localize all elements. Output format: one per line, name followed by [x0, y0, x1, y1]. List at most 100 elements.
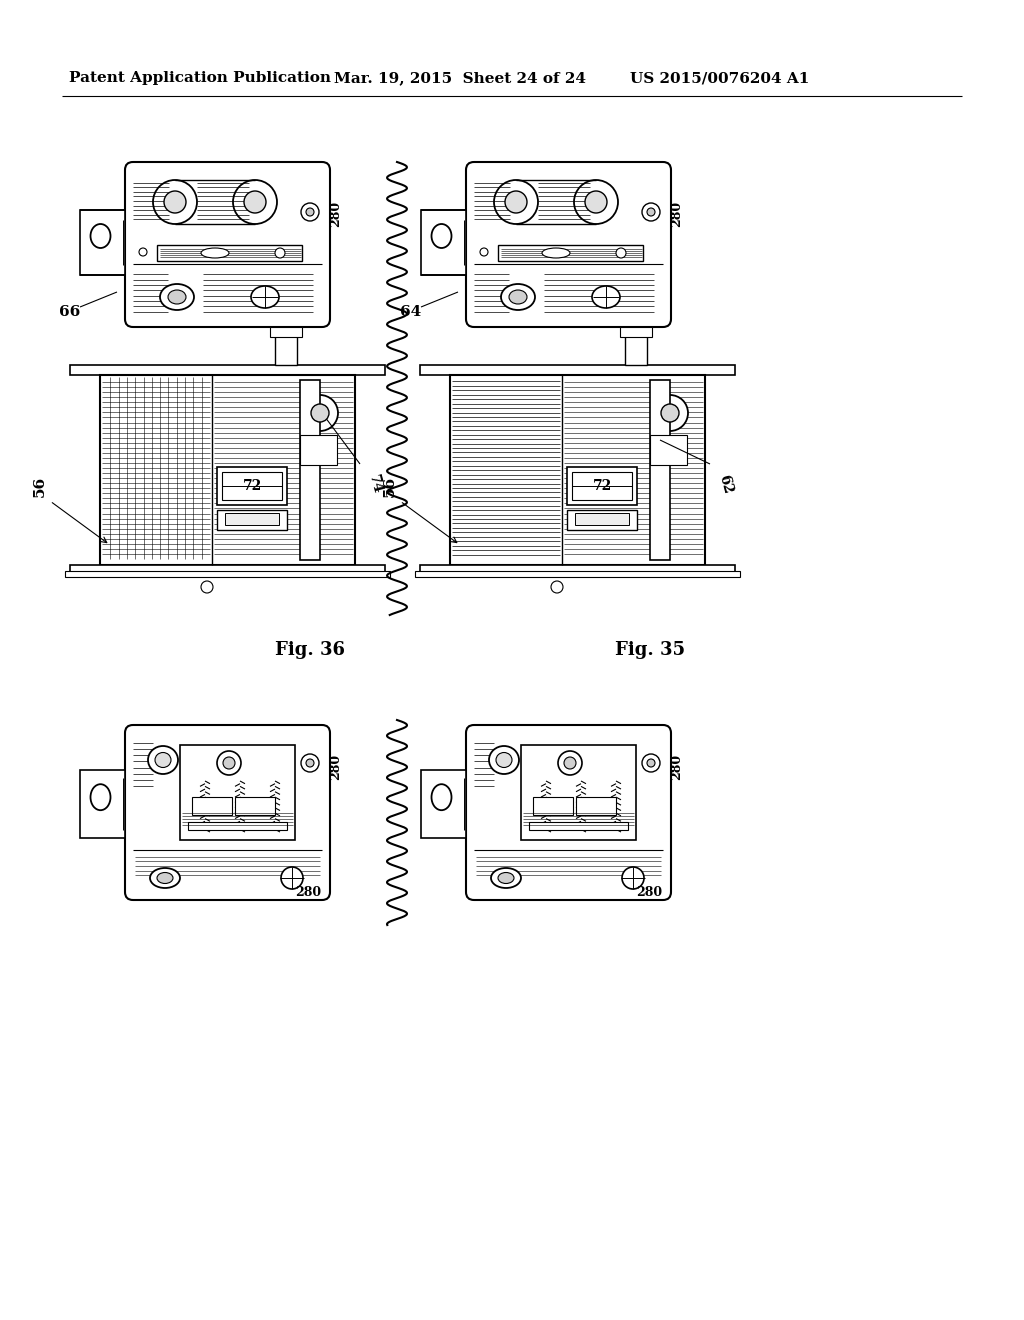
Ellipse shape [168, 290, 186, 304]
Circle shape [647, 209, 655, 216]
Polygon shape [650, 436, 687, 465]
Bar [421, 210, 466, 275]
Text: 72: 72 [592, 479, 611, 492]
Circle shape [233, 180, 278, 224]
Ellipse shape [489, 746, 519, 774]
Text: 56: 56 [383, 475, 397, 496]
Bar [572, 473, 632, 500]
Bar [175, 180, 255, 224]
Text: 280: 280 [671, 754, 683, 780]
Bar [498, 246, 643, 261]
Bar [625, 333, 647, 366]
Bar [300, 380, 319, 560]
Ellipse shape [90, 224, 111, 248]
FancyBboxPatch shape [125, 725, 330, 900]
Polygon shape [300, 436, 337, 465]
Circle shape [301, 754, 319, 772]
Bar [529, 822, 628, 830]
Text: Fig. 35: Fig. 35 [615, 642, 685, 659]
Circle shape [647, 759, 655, 767]
Ellipse shape [251, 286, 279, 308]
Bar [193, 797, 232, 814]
Bar [270, 327, 302, 337]
Text: 72: 72 [243, 479, 261, 492]
Text: Patent Application Publication: Patent Application Publication [69, 71, 331, 84]
Bar [575, 797, 616, 814]
Bar [222, 473, 282, 500]
Bar [234, 797, 275, 814]
Text: 280: 280 [636, 886, 663, 899]
Bar [415, 572, 740, 577]
Circle shape [574, 180, 618, 224]
Ellipse shape [150, 869, 180, 888]
Bar [188, 822, 287, 830]
Ellipse shape [201, 248, 229, 257]
Bar [575, 513, 629, 525]
Text: 62: 62 [716, 473, 734, 495]
Bar [420, 366, 735, 375]
Circle shape [164, 191, 186, 213]
Ellipse shape [431, 784, 452, 810]
Circle shape [551, 581, 563, 593]
Circle shape [494, 180, 538, 224]
Circle shape [642, 203, 660, 220]
Circle shape [301, 203, 319, 220]
Circle shape [652, 395, 688, 432]
Circle shape [616, 248, 626, 257]
Ellipse shape [157, 873, 173, 883]
Ellipse shape [498, 873, 514, 883]
Bar [650, 380, 670, 560]
Bar [534, 797, 573, 814]
Circle shape [480, 248, 488, 256]
Circle shape [217, 751, 241, 775]
Ellipse shape [542, 248, 570, 257]
Circle shape [275, 248, 285, 257]
Bar [217, 467, 287, 506]
Bar [70, 565, 385, 577]
Bar [567, 510, 637, 531]
Bar [620, 327, 652, 337]
Bar [217, 510, 287, 531]
Bar [157, 246, 302, 261]
Ellipse shape [509, 290, 527, 304]
Bar [70, 366, 385, 375]
Ellipse shape [496, 752, 512, 767]
Bar [275, 333, 297, 366]
Bar [420, 565, 735, 577]
Bar [225, 513, 279, 525]
Text: 280: 280 [671, 201, 683, 227]
Bar [521, 744, 636, 840]
Circle shape [564, 756, 575, 770]
Ellipse shape [155, 752, 171, 767]
Ellipse shape [501, 284, 535, 310]
FancyBboxPatch shape [466, 725, 671, 900]
Ellipse shape [90, 784, 111, 810]
Circle shape [153, 180, 197, 224]
Bar [516, 180, 596, 224]
Text: 66: 66 [59, 305, 81, 319]
Circle shape [505, 191, 527, 213]
Text: 280: 280 [330, 201, 342, 227]
Circle shape [306, 759, 314, 767]
FancyBboxPatch shape [125, 162, 330, 327]
Bar [421, 770, 466, 838]
Circle shape [244, 191, 266, 213]
Circle shape [201, 581, 213, 593]
Bar [180, 744, 295, 840]
Text: 280: 280 [295, 886, 322, 899]
Text: US 2015/0076204 A1: US 2015/0076204 A1 [631, 71, 810, 84]
Circle shape [585, 191, 607, 213]
Text: Fig. 36: Fig. 36 [275, 642, 345, 659]
Circle shape [302, 395, 338, 432]
Circle shape [662, 404, 679, 422]
Ellipse shape [148, 746, 178, 774]
Text: 56: 56 [33, 475, 47, 496]
Circle shape [139, 248, 147, 256]
Circle shape [622, 867, 644, 888]
Text: 64: 64 [400, 305, 422, 319]
Circle shape [311, 404, 329, 422]
Bar [80, 770, 125, 838]
Text: 280: 280 [330, 754, 342, 780]
Bar [450, 375, 705, 565]
Bar [567, 467, 637, 506]
